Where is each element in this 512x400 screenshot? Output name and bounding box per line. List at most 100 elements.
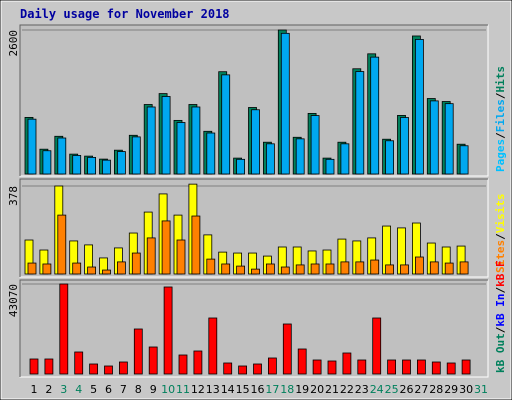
- bar: [265, 263, 275, 275]
- x-tick-label: 7: [120, 383, 127, 396]
- bar: [459, 261, 469, 275]
- bar: [400, 117, 409, 175]
- x-tick-label: 4: [75, 383, 82, 396]
- legend-entry: Hits: [494, 66, 507, 93]
- bar: [387, 359, 397, 375]
- bar: [87, 266, 96, 275]
- bar: [265, 143, 275, 175]
- bar: [44, 358, 54, 375]
- bar: [402, 359, 411, 375]
- bar: [446, 362, 456, 375]
- legend: Pages/Files/Hits: [494, 66, 507, 172]
- bar: [459, 145, 469, 175]
- y-tick-label: 378: [7, 186, 20, 206]
- legend-entry: Pages: [494, 139, 507, 172]
- bar: [117, 261, 126, 275]
- bar: [251, 109, 260, 175]
- bar: [416, 359, 426, 375]
- panel-shadow: [19, 24, 488, 176]
- bar: [104, 365, 113, 375]
- bar: [57, 137, 67, 175]
- x-tick-label: 20: [310, 383, 324, 396]
- x-tick-label: 6: [105, 383, 112, 396]
- legend-entry: kB Out: [494, 333, 507, 373]
- bar: [59, 283, 69, 375]
- bar: [89, 363, 98, 375]
- bar: [131, 136, 141, 175]
- legend-separator: /: [494, 233, 507, 240]
- bar: [327, 360, 337, 375]
- x-tick-label: 18: [280, 383, 294, 396]
- bar: [72, 155, 82, 175]
- x-tick-label: 15: [236, 383, 250, 396]
- x-tick-label: 13: [206, 383, 220, 396]
- x-tick-label: 23: [355, 383, 369, 396]
- bar: [370, 56, 380, 175]
- bar: [223, 362, 233, 375]
- bar: [42, 150, 52, 175]
- bar: [29, 358, 39, 375]
- legend-entry: Files: [494, 99, 507, 132]
- bar: [238, 365, 248, 375]
- legend-separator: /: [494, 92, 507, 99]
- x-tick-label: 8: [135, 383, 142, 396]
- bar: [461, 359, 471, 375]
- x-tick-label: 16: [251, 383, 265, 396]
- x-tick-label: 21: [325, 383, 339, 396]
- bar: [42, 263, 52, 275]
- bar: [267, 357, 277, 375]
- bar: [280, 32, 290, 175]
- bar: [72, 262, 82, 275]
- bar: [178, 354, 188, 375]
- bar: [206, 258, 216, 275]
- legend-entry: Sites: [494, 240, 507, 273]
- bar: [27, 262, 37, 275]
- legend: Sites/Visits: [494, 194, 507, 274]
- legend: kB Out/kB In/kB F: [494, 260, 507, 373]
- panel-shadow: [19, 279, 488, 377]
- bar: [280, 266, 290, 275]
- x-tick-label: 9: [150, 383, 157, 396]
- y-tick-label: 2600: [7, 30, 20, 57]
- legend-entry: Visits: [494, 194, 507, 234]
- bar: [176, 239, 186, 275]
- bar: [385, 140, 395, 175]
- bar: [161, 96, 171, 175]
- x-tick-label: 2: [45, 383, 52, 396]
- x-tick-label: 27: [414, 383, 428, 396]
- x-tick-label: 25: [385, 383, 399, 396]
- bar: [310, 115, 320, 175]
- x-tick-label: 14: [221, 383, 235, 396]
- bar: [295, 264, 305, 275]
- bar: [251, 268, 260, 275]
- bar: [57, 214, 67, 275]
- bar: [253, 363, 262, 375]
- x-tick-label: 28: [429, 383, 443, 396]
- x-tick-label: 5: [90, 383, 97, 396]
- bar: [340, 143, 350, 175]
- bar: [206, 132, 216, 175]
- bar: [102, 159, 111, 175]
- bar: [236, 158, 246, 175]
- bar: [429, 261, 439, 275]
- x-tick-label: 17: [265, 383, 279, 396]
- x-tick-label: 29: [444, 383, 458, 396]
- bar: [102, 269, 111, 275]
- x-tick-label: 19: [295, 383, 309, 396]
- bar: [325, 158, 335, 175]
- x-tick-label: 26: [400, 383, 414, 396]
- bar: [400, 264, 409, 275]
- bar: [342, 352, 352, 375]
- y-tick-label: 43070: [7, 284, 20, 317]
- bar: [208, 317, 218, 375]
- bar: [357, 359, 367, 375]
- bar: [429, 100, 439, 175]
- legend-separator: /: [494, 326, 507, 333]
- chart-title: Daily usage for November 2018: [20, 7, 230, 21]
- bar: [161, 220, 171, 275]
- bar: [133, 328, 143, 375]
- x-tick-label: 1: [31, 383, 38, 396]
- bar: [385, 264, 395, 275]
